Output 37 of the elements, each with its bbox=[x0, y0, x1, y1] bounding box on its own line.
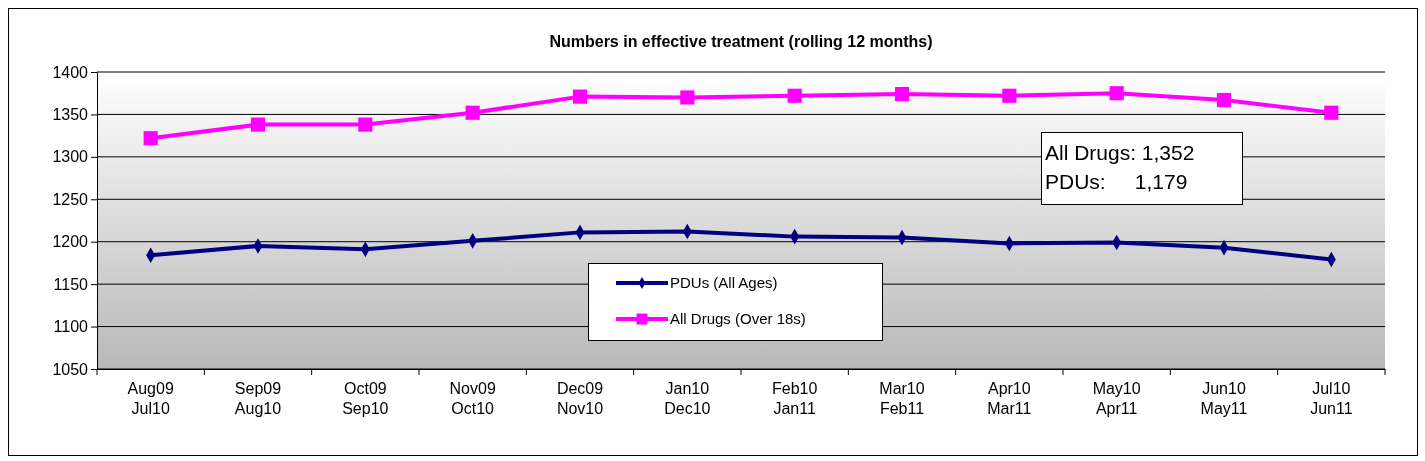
annotation: All Drugs: 1,352 bbox=[1045, 141, 1195, 164]
y-tick-label: 1050 bbox=[52, 360, 89, 378]
point bbox=[358, 117, 373, 132]
point bbox=[250, 117, 266, 132]
y-tick-label: 1150 bbox=[53, 275, 89, 293]
point bbox=[143, 131, 158, 146]
legend-label: All Drugs (Over 18s) bbox=[670, 310, 806, 327]
x-tick-label: Jan10 Dec10 bbox=[664, 380, 711, 417]
x-tick-label: May10 Apr11 bbox=[1092, 380, 1141, 417]
x-tick-label: Mar10 Feb11 bbox=[879, 380, 925, 417]
point bbox=[680, 90, 695, 105]
y-tick-label: 1200 bbox=[52, 233, 89, 251]
point bbox=[1109, 86, 1124, 101]
annotation: PDUs: 1,179 bbox=[1045, 170, 1188, 193]
x-tick-label: Nov09 Oct10 bbox=[449, 380, 496, 417]
x-tick-label: Sep09 Aug10 bbox=[234, 380, 282, 417]
y-tick-label: 1400 bbox=[52, 63, 89, 81]
x-tick-label: Jul10 Jun11 bbox=[1310, 380, 1353, 417]
point bbox=[1002, 88, 1017, 103]
y-tick-label: 1100 bbox=[53, 318, 89, 336]
x-tick-label: Apr10 Mar11 bbox=[987, 380, 1032, 417]
legend-label: PDUs (All Ages) bbox=[670, 274, 778, 291]
y-tick-label: 1300 bbox=[52, 148, 89, 166]
point bbox=[465, 105, 480, 120]
x-tick-label: Dec09 Nov10 bbox=[556, 380, 604, 417]
point bbox=[1324, 105, 1339, 120]
y-tick-label: 1250 bbox=[52, 190, 89, 208]
x-tick-label: Feb10 Jan11 bbox=[771, 380, 818, 417]
y-tick-label: 1350 bbox=[52, 106, 89, 124]
x-tick-label: Jun10 May11 bbox=[1200, 380, 1248, 417]
point bbox=[894, 86, 910, 102]
point bbox=[572, 89, 588, 104]
chart-title: Numbers in effective treatment (rolling 12 months) bbox=[549, 33, 933, 50]
x-tick-label: Oct09 Sep10 bbox=[342, 380, 389, 417]
point bbox=[1216, 92, 1232, 108]
x-tick-label: Aug09 Jul10 bbox=[127, 380, 174, 417]
point bbox=[787, 88, 802, 103]
